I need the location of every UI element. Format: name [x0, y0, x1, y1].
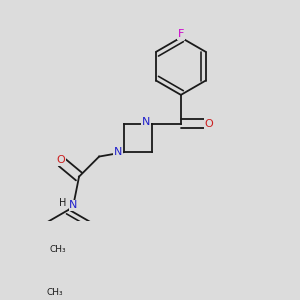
Text: N: N [69, 200, 77, 210]
Text: O: O [56, 155, 65, 165]
Text: N: N [142, 118, 150, 128]
Text: N: N [114, 147, 122, 157]
Text: O: O [205, 118, 214, 129]
Text: F: F [178, 29, 184, 39]
Text: CH₃: CH₃ [50, 245, 66, 254]
Text: CH₃: CH₃ [46, 288, 63, 297]
Text: H: H [59, 198, 67, 208]
